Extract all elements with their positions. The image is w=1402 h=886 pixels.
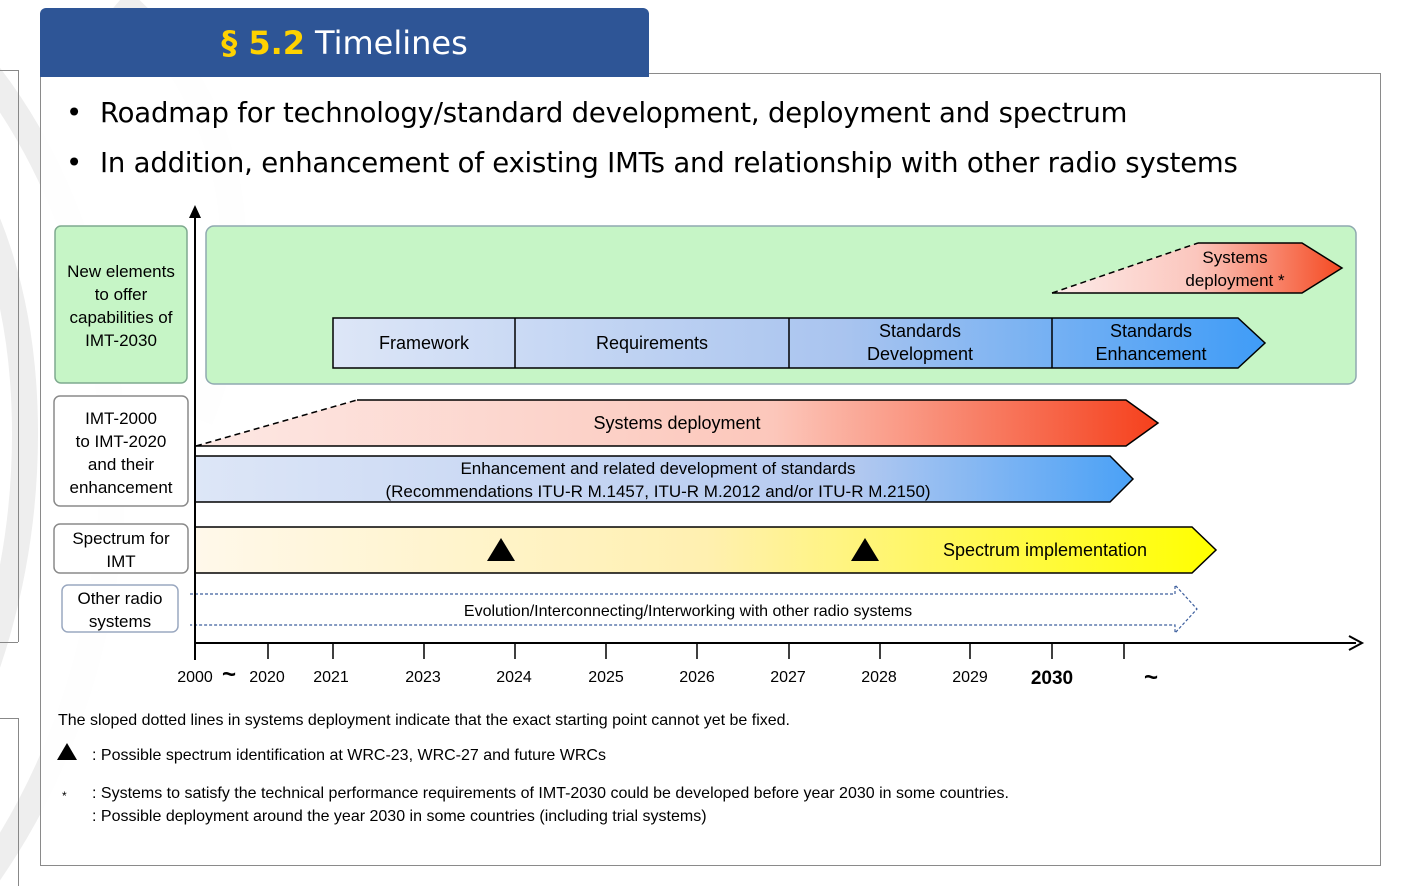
section-title-tab: § 5.2 Timelines — [40, 8, 649, 77]
systems-deployment-arrow — [196, 400, 1158, 446]
label-box-new-elements — [54, 225, 188, 384]
systems-deployment-new-line1: Systems — [1202, 248, 1267, 267]
label-new-elements-line4: IMT-2030 — [85, 331, 157, 350]
left-panel-edge-bottom — [0, 642, 18, 643]
left-panel-edge-top — [0, 70, 18, 71]
legend-triangle-icon — [57, 743, 77, 760]
x-tick-label-2029: 2029 — [952, 669, 988, 686]
wrc27-triangle-marker — [851, 538, 879, 561]
spectrum-arrow — [196, 526, 1218, 574]
label-new-elements-line1: New elements — [67, 262, 175, 281]
note-star-symbol: * — [62, 789, 67, 803]
x-tick-label-2026: 2026 — [679, 669, 715, 686]
x-axis-end-symbol: ~ — [1144, 664, 1158, 691]
bullet-item: • Roadmap for technology/standard develop… — [66, 88, 1238, 138]
phase-framework: Framework — [379, 333, 470, 353]
label-box-imt-existing — [53, 395, 189, 507]
phase-standards-development-line1: Standards — [879, 321, 961, 341]
bullet-list: • Roadmap for technology/standard develop… — [66, 88, 1238, 188]
note-triangle: : Possible spectrum identification at WR… — [92, 747, 606, 764]
label-box-other-radio — [61, 584, 179, 633]
x-axis-break-symbol: ~ — [222, 661, 236, 688]
bullet-item: • In addition, enhancement of existing IM… — [66, 138, 1238, 188]
x-tick-label-2025: 2025 — [588, 669, 624, 686]
label-other-radio-line1: Other radio — [77, 589, 162, 608]
label-spectrum-line1: Spectrum for — [72, 529, 170, 548]
systems-deployment-new-line2: deployment * — [1185, 271, 1285, 290]
label-new-elements-line2: to offer — [95, 285, 148, 304]
bullet-dot: • — [66, 97, 83, 129]
x-tick-label-2028: 2028 — [861, 669, 897, 686]
x-tick-label-2023: 2023 — [405, 669, 441, 686]
evolution-arrow — [190, 583, 1198, 635]
label-imt-existing-line2: to IMT-2020 — [76, 432, 167, 451]
phase-bar — [332, 317, 1267, 369]
x-tick-label-2027: 2027 — [770, 669, 806, 686]
phase-standards-enhancement-line2: Enhancement — [1095, 344, 1206, 364]
label-imt-existing-line4: enhancement — [69, 478, 172, 497]
x-tick-label-2024: 2024 — [496, 669, 532, 686]
note-sloped-lines: The sloped dotted lines in systems deplo… — [58, 712, 790, 729]
note-star-line2: : Possible deployment around the year 20… — [92, 808, 707, 825]
x-tick-label-2021: 2021 — [313, 669, 349, 686]
label-new-elements-line3: capabilities of — [69, 308, 172, 327]
section-title: Timelines — [315, 23, 468, 62]
left-panel-edge-right — [18, 70, 19, 642]
systems-deployment-new-dotted — [1051, 242, 1199, 294]
label-box-spectrum — [53, 523, 189, 574]
label-spectrum-line2: IMT — [106, 552, 135, 571]
evolution-label: Evolution/Interconnecting/Interworking w… — [464, 603, 912, 620]
enhancement-arrow — [196, 455, 1135, 503]
section-number: § 5.2 — [221, 23, 306, 62]
bullet-text: In addition, enhancement of existing IMT… — [100, 147, 1238, 179]
left-panel2-edge-top — [0, 718, 18, 719]
x-tick-label-2000: 2000 — [177, 669, 213, 686]
phase-standards-enhancement-line1: Standards — [1110, 321, 1192, 341]
systems-deployment-new-outline — [1052, 242, 1344, 294]
label-imt-existing-line1: IMT-2000 — [85, 409, 157, 428]
note-star-line1: : Systems to satisfy the technical perfo… — [92, 785, 1009, 802]
enhancement-line2: (Recommendations ITU-R M.1457, ITU-R M.2… — [385, 482, 930, 501]
wrc23-triangle-marker — [487, 538, 515, 561]
systems-deployment-new-arrow — [1052, 243, 1342, 293]
x-axis-arrowhead — [1348, 635, 1365, 651]
label-other-radio-line2: systems — [89, 612, 151, 631]
bullet-dot: • — [66, 147, 83, 179]
y-axis-arrowhead — [189, 205, 201, 218]
phase-standards-development-line2: Development — [867, 344, 973, 364]
spectrum-implementation-label: Spectrum implementation — [943, 540, 1147, 560]
x-tick-label-2020: 2020 — [249, 669, 285, 686]
enhancement-line1: Enhancement and related development of s… — [460, 459, 855, 478]
systems-deployment-label: Systems deployment — [593, 413, 760, 433]
label-imt-existing-line3: and their — [88, 455, 154, 474]
left-panel2-edge-right — [18, 718, 19, 886]
x-tick-label-2030: 2030 — [1031, 668, 1073, 689]
systems-deployment-dotted — [195, 399, 358, 447]
x-axis-ticks — [267, 643, 1125, 659]
bullet-text: Roadmap for technology/standard developm… — [100, 97, 1128, 129]
phase-requirements: Requirements — [596, 333, 708, 353]
systems-deployment-outline — [196, 399, 1160, 447]
